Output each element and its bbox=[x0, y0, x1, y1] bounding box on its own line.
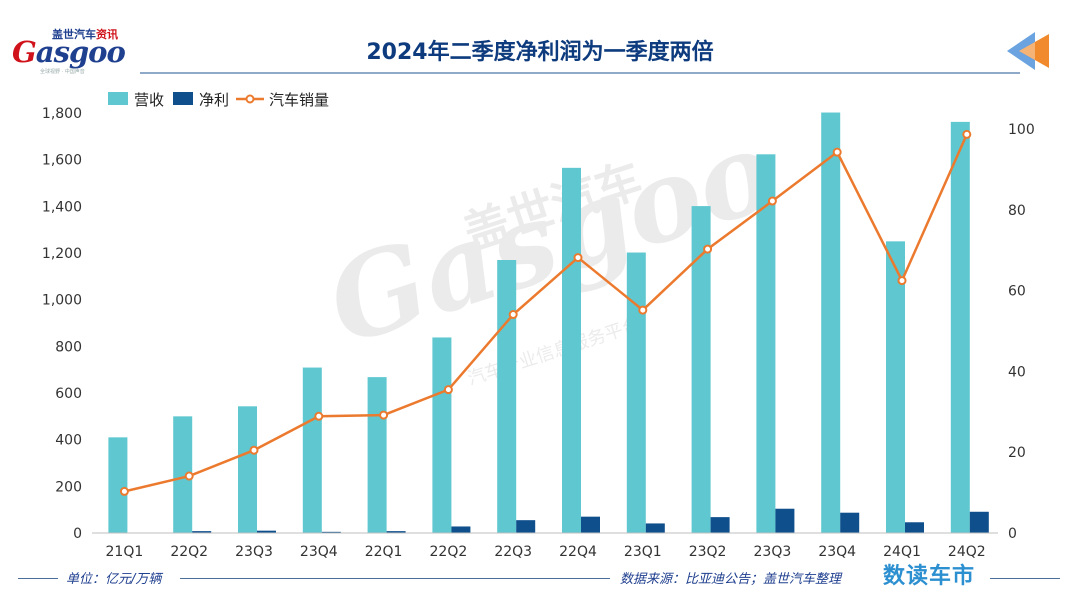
logo-tagline: 全球视野 · 中国声音 bbox=[40, 69, 85, 75]
gasgoo-logo: 盖世汽车资讯 Gasgoo 全球视野 · 中国声音 bbox=[12, 26, 132, 78]
x-tick-21Q1: 21Q1 bbox=[106, 544, 144, 560]
y-right-tick: 60 bbox=[1008, 284, 1026, 300]
y-left-tick: 0 bbox=[73, 526, 82, 542]
x-tick-24Q2: 24Q2 bbox=[948, 544, 986, 560]
bar-net-profit-23Q2 bbox=[710, 517, 730, 533]
bar-revenue-22Q2 bbox=[173, 416, 193, 533]
y-left-tick: 1,000 bbox=[42, 293, 82, 309]
sales-point-23Q3 bbox=[767, 196, 777, 206]
chart-title: 2024年二季度净利润为一季度两倍 bbox=[366, 40, 714, 65]
sales-point-23Q4 bbox=[314, 411, 324, 421]
bar-revenue-24Q1 bbox=[886, 241, 905, 534]
y-left-tick: 1,800 bbox=[42, 106, 82, 122]
sales-point-21Q1 bbox=[119, 486, 129, 496]
y-left-tick: 1,600 bbox=[42, 153, 82, 169]
y-right-tick: 80 bbox=[1008, 203, 1026, 219]
x-tick-24Q1: 24Q1 bbox=[883, 544, 921, 560]
title-divider bbox=[140, 72, 1020, 74]
legend-swatch-net-profit bbox=[173, 92, 193, 105]
sales-point-23Q1 bbox=[638, 305, 648, 315]
legend-label-revenue: 营收 bbox=[134, 91, 164, 109]
sales-point-22Q2 bbox=[184, 471, 194, 481]
legend-swatch-revenue bbox=[108, 92, 128, 105]
sales-line bbox=[124, 133, 968, 493]
bar-revenue-23Q4 bbox=[302, 367, 322, 533]
x-tick-23Q4: 23Q4 bbox=[300, 544, 338, 560]
y-left-tick: 1,200 bbox=[42, 246, 82, 262]
unit-label: 单位：亿元/万辆 bbox=[66, 572, 162, 587]
bar-net-profit-23Q4 bbox=[840, 512, 860, 533]
bar-revenue-23Q1 bbox=[626, 252, 646, 534]
gasgoo-watermark: 盖世汽车 Gasgoo 汽车产业信息服务平台 bbox=[313, 104, 790, 390]
bar-net-profit-23Q4 bbox=[321, 531, 341, 533]
sales-point-23Q4 bbox=[832, 147, 842, 157]
x-tick-22Q2: 22Q2 bbox=[430, 544, 468, 560]
corner-arrow-icon bbox=[1007, 32, 1049, 70]
y-left-tick: 600 bbox=[55, 386, 82, 402]
x-tick-23Q3: 23Q3 bbox=[754, 544, 792, 560]
legend-label-sales: 汽车销量 bbox=[269, 91, 329, 109]
y-right-tick: 20 bbox=[1008, 445, 1026, 461]
bar-revenue-21Q1 bbox=[108, 437, 128, 533]
bar-net-profit-23Q3 bbox=[257, 530, 276, 533]
bar-revenue-23Q3 bbox=[238, 406, 257, 533]
y-left-tick: 800 bbox=[55, 339, 82, 355]
x-tick-23Q3: 23Q3 bbox=[235, 544, 273, 560]
bar-net-profit-22Q2 bbox=[451, 526, 471, 533]
bar-net-profit-22Q1 bbox=[386, 531, 406, 533]
watermark-en: Gasgoo bbox=[313, 104, 790, 370]
bar-revenue-22Q3 bbox=[497, 260, 517, 533]
y-left-tick: 200 bbox=[55, 479, 82, 495]
y-left-tick: 400 bbox=[55, 433, 82, 449]
footer-line-middle bbox=[180, 578, 610, 579]
logo-wordmark: Gasgoo bbox=[12, 35, 126, 69]
bar-net-profit-23Q1 bbox=[645, 523, 665, 533]
sales-point-22Q2 bbox=[443, 385, 453, 395]
bar-revenue-22Q4 bbox=[562, 167, 581, 534]
x-tick-22Q4: 22Q4 bbox=[559, 544, 597, 560]
sales-point-24Q2 bbox=[962, 129, 972, 139]
x-tick-23Q4: 23Q4 bbox=[818, 544, 856, 560]
y-left-tick: 1,400 bbox=[42, 199, 82, 215]
brand-label: 数读车市 bbox=[883, 564, 976, 589]
x-tick-22Q2: 22Q2 bbox=[170, 544, 208, 560]
bar-revenue-22Q2 bbox=[432, 337, 452, 533]
sales-point-22Q1 bbox=[379, 410, 389, 420]
x-tick-22Q3: 22Q3 bbox=[494, 544, 532, 560]
source-label: 数据来源：比亚迪公告；盖世汽车整理 bbox=[620, 572, 842, 587]
bar-revenue-23Q2 bbox=[691, 206, 711, 533]
footer-line-left bbox=[18, 578, 58, 579]
bar-net-profit-23Q3 bbox=[775, 508, 795, 533]
bar-revenue-22Q1 bbox=[367, 377, 387, 533]
sales-point-23Q2 bbox=[703, 244, 713, 254]
bar-net-profit-22Q4 bbox=[581, 516, 600, 533]
x-tick-23Q1: 23Q1 bbox=[624, 544, 662, 560]
sales-point-24Q1 bbox=[897, 276, 907, 286]
legend-label-net-profit: 净利 bbox=[199, 91, 229, 109]
bar-revenue-23Q4 bbox=[821, 112, 841, 534]
x-tick-22Q1: 22Q1 bbox=[365, 544, 403, 560]
bar-net-profit-22Q2 bbox=[192, 531, 212, 533]
y-right-tick: 0 bbox=[1008, 526, 1017, 542]
bar-revenue-24Q2 bbox=[950, 121, 970, 533]
y-right-tick: 100 bbox=[1008, 122, 1035, 138]
bar-net-profit-24Q2 bbox=[969, 511, 989, 533]
legend-swatch-sales-marker bbox=[245, 94, 255, 104]
sales-point-23Q3 bbox=[249, 445, 259, 455]
bar-net-profit-22Q3 bbox=[516, 520, 536, 533]
footer-line-right bbox=[990, 578, 1060, 579]
logo-chinese-text: 盖世汽车资讯 bbox=[52, 28, 118, 41]
bar-revenue-23Q3 bbox=[756, 154, 776, 534]
y-right-tick: 40 bbox=[1008, 364, 1026, 380]
legend: 营收 净利 汽车销量 bbox=[108, 91, 329, 109]
sales-point-22Q3 bbox=[508, 310, 518, 320]
bar-net-profit-24Q1 bbox=[905, 522, 924, 533]
x-tick-23Q2: 23Q2 bbox=[689, 544, 727, 560]
sales-point-22Q4 bbox=[573, 253, 583, 263]
